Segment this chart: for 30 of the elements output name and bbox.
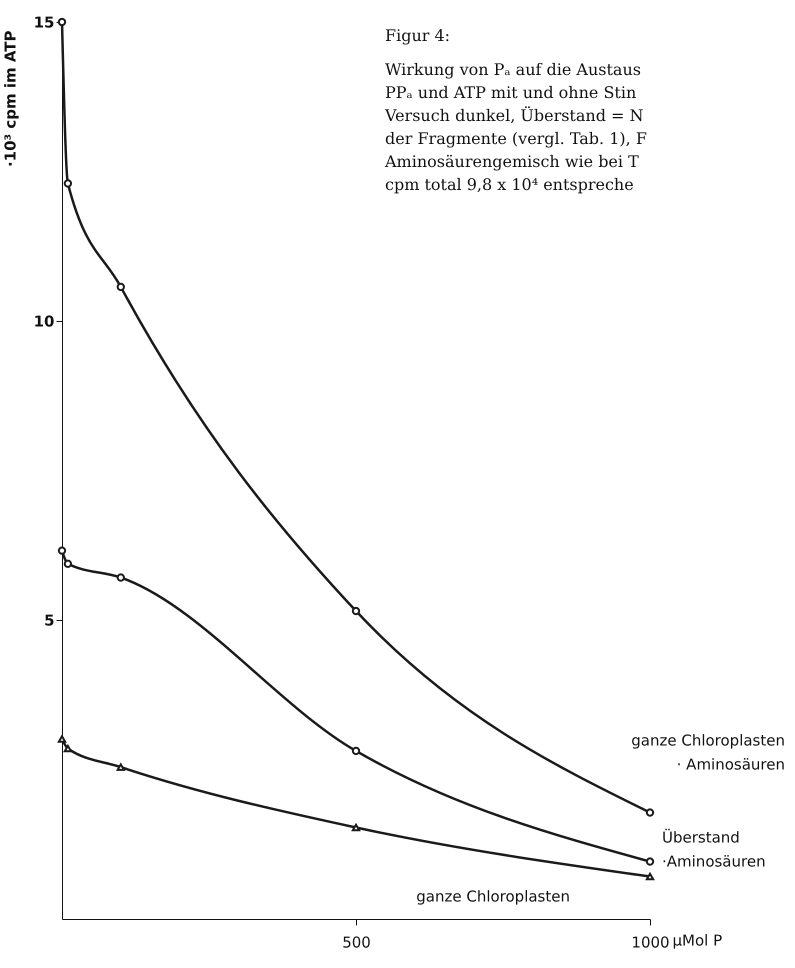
chart-title: Figur 4:	[385, 26, 450, 45]
x-axis-title: µMol P	[672, 932, 722, 950]
x-tick-label: 1000	[631, 934, 670, 952]
point	[352, 746, 360, 756]
text: cpm total 9,8 x 10⁴ entspreche	[385, 175, 634, 194]
point	[64, 744, 72, 752]
text: Versuch dunkel, Überstand = N	[385, 106, 644, 125]
point	[352, 606, 360, 616]
y-tick-label: 15	[34, 14, 54, 32]
series-label: Überstand ·Aminosäuren	[662, 828, 766, 871]
text: PPₐ und ATP mit und ohne Stin	[385, 83, 636, 102]
point	[646, 808, 654, 817]
y-tick-label: 5	[44, 612, 54, 630]
point	[58, 546, 66, 555]
series-label: ganze Chloroplasten	[416, 888, 570, 906]
point	[116, 763, 125, 771]
point	[64, 560, 72, 568]
x-tick-label: 500	[342, 934, 371, 952]
point	[116, 573, 125, 582]
y-axis-title: ·10³ cpm im ATP	[2, 30, 20, 168]
text: Aminosäurengemisch wie bei T	[385, 152, 639, 171]
text: der Fragmente (vergl. Tab. 1), F	[385, 129, 647, 148]
point	[646, 872, 654, 880]
point	[116, 282, 125, 292]
point	[64, 179, 72, 188]
y-tick-label: 10	[34, 312, 54, 330]
point	[352, 824, 360, 832]
point	[646, 857, 654, 866]
text: Wirkung von Pₐ auf die Austaus	[385, 60, 641, 79]
series-label: ganze Chloroplasten · Aminosäuren	[631, 732, 785, 774]
